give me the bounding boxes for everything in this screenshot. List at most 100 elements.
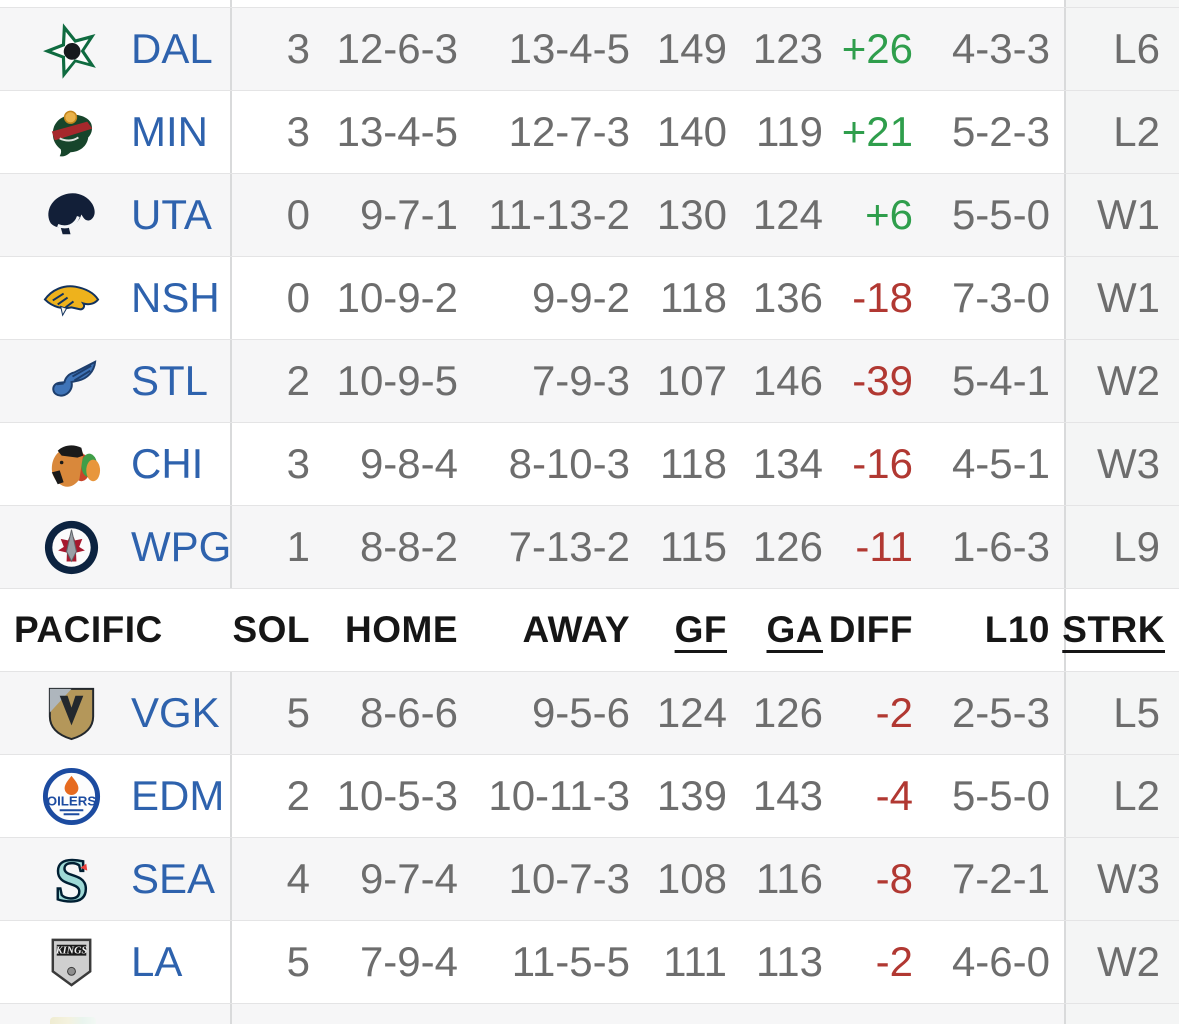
vegas-golden-knights-logo[interactable] bbox=[40, 682, 103, 745]
partial-row-above bbox=[0, 0, 1179, 8]
standings-row-vgk: VGK 5 8-6-6 9-5-6 124 126 -2 2-5-3 L5 bbox=[0, 672, 1179, 755]
column-spacer bbox=[1050, 340, 1064, 422]
st-louis-blues-logo[interactable] bbox=[40, 350, 103, 413]
column-header-l10[interactable]: L10 bbox=[984, 609, 1050, 650]
chicago-blackhawks-logo[interactable] bbox=[40, 433, 103, 496]
svg-text:KINGS: KINGS bbox=[55, 945, 88, 956]
goals-against-value: 116 bbox=[756, 855, 823, 902]
goal-diff-value: -16 bbox=[852, 440, 913, 487]
team-link[interactable]: SEA bbox=[131, 855, 216, 902]
standings-row-wpg: WPG 1 8-8-2 7-13-2 115 126 -11 1-6-3 L9 bbox=[0, 506, 1179, 589]
team-cell: MIN bbox=[0, 91, 232, 173]
home-record: 10-9-5 bbox=[336, 357, 458, 404]
partial-next-team-logo bbox=[50, 1017, 96, 1024]
team-link[interactable]: CHI bbox=[131, 440, 204, 487]
streak-value: L9 bbox=[1064, 506, 1179, 588]
sol-value: 3 bbox=[286, 108, 310, 155]
goals-against-value: 124 bbox=[752, 191, 823, 238]
standings-row-stl: STL 2 10-9-5 7-9-3 107 146 -39 5-4-1 W2 bbox=[0, 340, 1179, 423]
away-record: 7-13-2 bbox=[508, 523, 630, 570]
dallas-stars-logo[interactable] bbox=[40, 18, 103, 81]
team-cell: STL bbox=[0, 340, 232, 422]
column-header-sol[interactable]: SOL bbox=[232, 609, 310, 650]
last-10-record: 2-5-3 bbox=[951, 689, 1050, 736]
column-header-diff[interactable]: DIFF bbox=[828, 609, 913, 650]
streak-value: W3 bbox=[1064, 423, 1179, 505]
goals-for-value: 118 bbox=[660, 440, 727, 487]
team-link[interactable]: WPG bbox=[131, 523, 232, 570]
team-link[interactable]: STL bbox=[131, 357, 209, 404]
last-10-record: 5-5-0 bbox=[951, 191, 1050, 238]
home-record: 10-5-3 bbox=[336, 772, 458, 819]
away-record: 10-7-3 bbox=[508, 855, 630, 902]
team-cell: UTA bbox=[0, 174, 232, 256]
utah-mammoth-logo[interactable] bbox=[40, 184, 103, 247]
streak-value: W1 bbox=[1064, 257, 1179, 339]
goals-for-value: 111 bbox=[663, 938, 727, 985]
goals-for-value: 130 bbox=[656, 191, 727, 238]
home-record: 8-6-6 bbox=[359, 689, 458, 736]
goals-against-value: 134 bbox=[752, 440, 823, 487]
nashville-predators-logo[interactable] bbox=[40, 267, 103, 330]
column-spacer bbox=[1050, 174, 1064, 256]
goals-against-value: 119 bbox=[756, 108, 823, 155]
home-record: 12-6-3 bbox=[336, 25, 458, 72]
team-link[interactable]: VGK bbox=[131, 689, 220, 736]
sol-value: 1 bbox=[286, 523, 310, 570]
sol-value: 0 bbox=[286, 274, 310, 321]
column-header-strk[interactable]: STRK bbox=[1062, 589, 1179, 671]
home-record: 9-8-4 bbox=[359, 440, 458, 487]
streak-value: L6 bbox=[1064, 8, 1179, 90]
edmonton-oilers-logo[interactable]: OILERS bbox=[40, 765, 103, 828]
goals-against-value: 146 bbox=[752, 357, 823, 404]
minnesota-wild-logo[interactable] bbox=[40, 101, 103, 164]
goal-diff-value: -18 bbox=[852, 274, 913, 321]
streak-value: W1 bbox=[1064, 174, 1179, 256]
goal-diff-value: -2 bbox=[875, 689, 913, 736]
svg-text:OILERS: OILERS bbox=[47, 793, 97, 808]
team-link[interactable]: DAL bbox=[131, 25, 213, 72]
column-spacer bbox=[1050, 672, 1064, 754]
column-header-home[interactable]: HOME bbox=[345, 609, 458, 650]
column-spacer bbox=[1050, 921, 1064, 1003]
la-kings-logo[interactable]: KINGS bbox=[40, 931, 103, 994]
goal-diff-value: +26 bbox=[841, 25, 913, 72]
team-link[interactable]: EDM bbox=[131, 772, 225, 819]
team-cell: CHI bbox=[0, 423, 232, 505]
away-record: 9-5-6 bbox=[531, 689, 630, 736]
svg-text:S: S bbox=[55, 848, 89, 911]
seattle-kraken-logo[interactable]: S bbox=[40, 848, 103, 911]
home-record: 7-9-4 bbox=[359, 938, 458, 985]
column-spacer bbox=[1050, 257, 1064, 339]
sol-value: 3 bbox=[286, 440, 310, 487]
home-record: 9-7-4 bbox=[359, 855, 458, 902]
away-record: 10-11-3 bbox=[488, 772, 630, 819]
standings-row-edm: OILERS EDM 2 10-5-3 10-11-3 139 143 -4 5… bbox=[0, 755, 1179, 838]
partial-row-below bbox=[0, 1004, 1179, 1024]
away-record: 7-9-3 bbox=[531, 357, 630, 404]
goals-for-value: 108 bbox=[656, 855, 727, 902]
team-link[interactable]: LA bbox=[131, 938, 183, 985]
team-link[interactable]: UTA bbox=[131, 191, 212, 238]
team-link[interactable]: MIN bbox=[131, 108, 208, 155]
column-header-gf[interactable]: GF bbox=[674, 609, 727, 650]
goal-diff-value: +21 bbox=[841, 108, 913, 155]
last-10-record: 5-4-1 bbox=[951, 357, 1050, 404]
column-header-ga[interactable]: GA bbox=[766, 609, 823, 650]
column-header-away[interactable]: AWAY bbox=[522, 609, 630, 650]
goals-against-value: 113 bbox=[756, 938, 823, 985]
standings-row-uta: UTA 0 9-7-1 11-13-2 130 124 +6 5-5-0 W1 bbox=[0, 174, 1179, 257]
pacific-division-header-row: PACIFIC SOL HOME AWAY GF GA DIFF L10 STR… bbox=[0, 589, 1179, 672]
team-cell bbox=[0, 1004, 232, 1024]
team-cell: NSH bbox=[0, 257, 232, 339]
last-10-record: 4-6-0 bbox=[951, 938, 1050, 985]
goal-diff-value: -39 bbox=[852, 357, 913, 404]
away-record: 8-10-3 bbox=[508, 440, 630, 487]
winnipeg-jets-logo[interactable] bbox=[40, 516, 103, 579]
team-link[interactable]: NSH bbox=[131, 274, 220, 321]
goal-diff-value: -11 bbox=[855, 523, 913, 570]
goals-against-value: 126 bbox=[752, 689, 823, 736]
goals-against-value: 143 bbox=[752, 772, 823, 819]
goals-for-value: 118 bbox=[660, 274, 727, 321]
last-10-record: 5-2-3 bbox=[951, 108, 1050, 155]
